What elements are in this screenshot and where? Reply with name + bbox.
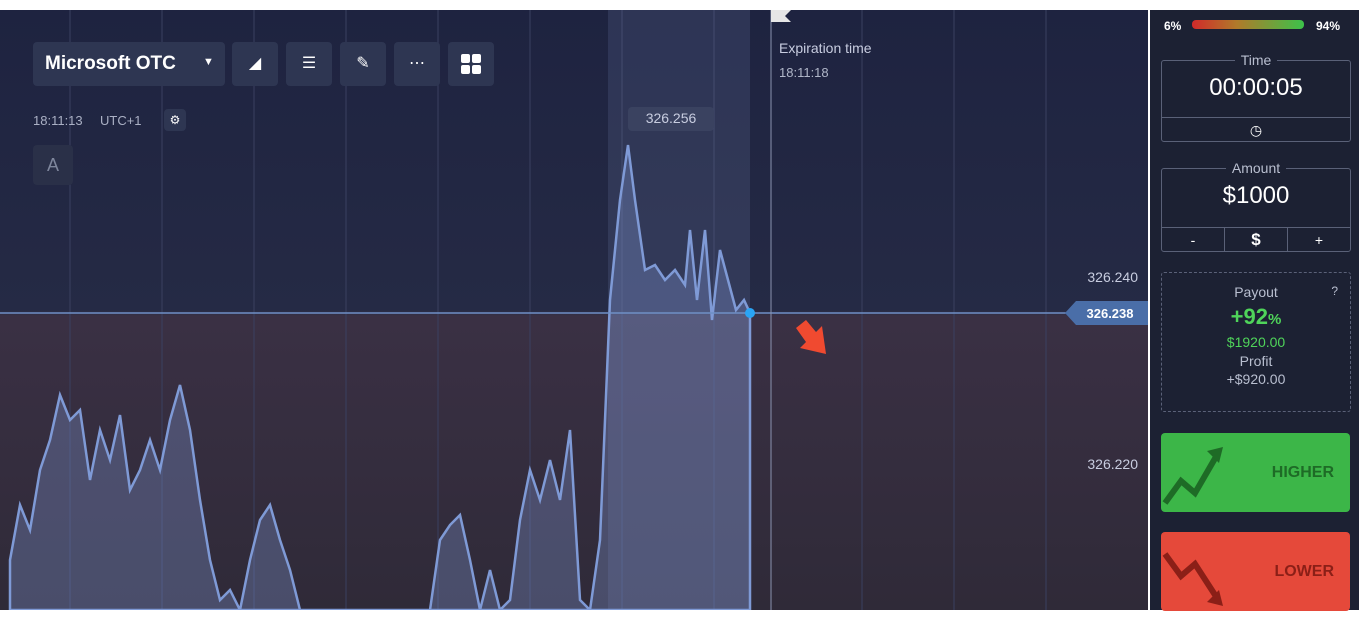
- sidebar: 6% 94% Time 00:00:05 ◷ Amount $1000 - $ …: [1150, 10, 1359, 611]
- current-price-bg: [1065, 301, 1148, 325]
- asset-selector[interactable]: Microsoft OTC ▼: [33, 42, 225, 86]
- drawing-button[interactable]: ✎: [340, 42, 386, 86]
- amount-label: Amount: [1225, 160, 1287, 176]
- asset-name: Microsoft OTC: [45, 53, 176, 74]
- higher-button[interactable]: HIGHER: [1161, 433, 1350, 512]
- payout-percent-sign: %: [1267, 311, 1282, 328]
- caret: ▼: [203, 56, 214, 68]
- chart-area: 326.256 Expiration time 18:11:18 326.240…: [0, 10, 1148, 610]
- peak-label-bg: [628, 107, 714, 131]
- expiration-flag: [771, 10, 791, 22]
- payout-total: $1920.00: [1226, 334, 1286, 350]
- amount-minus[interactable]: -: [1190, 232, 1196, 248]
- help-icon[interactable]: ?: [1331, 284, 1338, 298]
- sentiment-low: 6%: [1164, 19, 1182, 33]
- amount-box[interactable]: Amount $1000 - $ +: [1161, 160, 1351, 252]
- expiration-time: 18:11:18: [779, 65, 829, 80]
- time-value: 00:00:05: [1209, 74, 1303, 101]
- profit-value: +$920.00: [1226, 371, 1286, 387]
- down-arrow: [796, 320, 826, 354]
- indicators-button[interactable]: ☰: [286, 42, 332, 86]
- expiration-label: Expiration time: [779, 40, 872, 56]
- higher-label: HIGHER: [1271, 464, 1334, 481]
- amount-currency[interactable]: $: [1224, 228, 1288, 252]
- profit-label: Profit: [1239, 353, 1273, 369]
- amount-value: $1000: [1222, 182, 1290, 209]
- more-button[interactable]: ⋯: [394, 42, 440, 86]
- timer-icon[interactable]: ◷: [1162, 117, 1350, 142]
- chart-type-button[interactable]: ◢: [232, 42, 278, 86]
- peak-label: 326.256: [646, 110, 697, 126]
- drawing-tool[interactable]: A: [33, 145, 73, 185]
- current-point: [745, 308, 755, 318]
- current-price: 326.238: [1087, 306, 1134, 321]
- time-box[interactable]: Time 00:00:05 ◷: [1161, 52, 1351, 142]
- payout-percent: +92: [1230, 304, 1268, 329]
- timezone: UTC+1: [100, 113, 142, 128]
- price-tick: 326.240: [1087, 269, 1138, 285]
- sentiment-high: 94%: [1316, 19, 1341, 33]
- payout-box: Payout ? +92% $1920.00 Profit +$920.00: [1161, 272, 1351, 412]
- price-line: [8, 144, 752, 610]
- layout-button[interactable]: [448, 42, 494, 86]
- lower-button[interactable]: LOWER: [1161, 532, 1350, 611]
- amount-plus[interactable]: +: [1314, 232, 1324, 248]
- lower-label: LOWER: [1274, 563, 1334, 580]
- settings-button[interactable]: ⚙: [164, 109, 186, 131]
- clock: 18:11:13: [33, 113, 83, 128]
- sentiment-bar: [1192, 20, 1304, 29]
- price-tick: 326.220: [1087, 456, 1138, 472]
- payout-label: Payout: [1234, 284, 1278, 300]
- time-label: Time: [1234, 52, 1278, 68]
- grid: [69, 10, 1047, 610]
